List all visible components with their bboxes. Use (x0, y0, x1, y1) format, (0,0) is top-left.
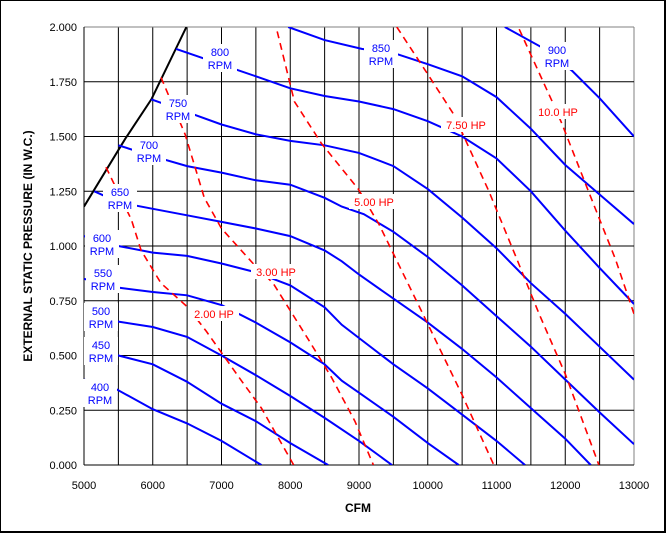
rpm-label-background (85, 230, 119, 258)
y-tick-label: 1.750 (49, 77, 77, 89)
rpm-label-unit: RPM (88, 395, 112, 407)
y-tick-label: 1.000 (49, 241, 77, 253)
rpm-label-background (364, 40, 398, 68)
rpm-label-value: 700 (140, 140, 158, 152)
rpm-label-background (84, 337, 118, 365)
x-tick-label: 8000 (278, 480, 302, 492)
rpm-curve-700 (118, 144, 634, 445)
rpm-label-background (103, 184, 137, 212)
hp-label-background (189, 306, 239, 321)
rpm-curve-900 (504, 27, 634, 138)
rpm-label-unit: RPM (89, 353, 113, 365)
hp-label: 3.00 HP (256, 267, 296, 279)
rpm-curve-500 (84, 317, 393, 465)
x-tick-label: 10000 (412, 480, 443, 492)
hp-label-background (533, 104, 583, 119)
hp-curve-5.00 (276, 31, 495, 465)
hp-label: 7.50 HP (446, 120, 486, 132)
y-tick-label: 0.250 (49, 405, 77, 417)
axis-ticks: 5000 6000 7000 8000 9000 10000 11000 12000 13000… (49, 22, 649, 492)
hp-label-background (251, 264, 301, 279)
x-tick-label: 6000 (141, 480, 165, 492)
rpm-label-unit: RPM (545, 58, 569, 70)
rpm-label-value: 900 (548, 45, 566, 57)
rpm-label-background (203, 44, 237, 72)
curves (84, 27, 634, 465)
rpm-label-unit: RPM (369, 56, 393, 68)
rpm-label-unit: RPM (208, 60, 232, 72)
x-tick-label: 11000 (482, 480, 512, 492)
rpm-label-value: 650 (111, 187, 129, 199)
x-tick-label: 13000 (619, 480, 650, 492)
rpm-curve-600 (84, 235, 526, 465)
rpm-label-background (86, 265, 120, 293)
rpm-label-value: 600 (93, 233, 111, 245)
y-tick-label: 0.750 (49, 296, 77, 308)
x-axis-title: CFM (345, 501, 371, 515)
hp-curve-2.00 (105, 166, 295, 465)
rpm-label-unit: RPM (137, 153, 161, 165)
rpm-label-background (540, 42, 574, 70)
x-tick-label: 7000 (209, 480, 233, 492)
rpm-label-unit: RPM (89, 319, 113, 331)
rpm-curve-550 (84, 277, 460, 465)
rpm-label-background (83, 379, 117, 407)
rpm-label-unit: RPM (166, 111, 190, 123)
hp-label: 5.00 HP (354, 197, 394, 209)
operating-limit-line (84, 27, 188, 208)
x-tick-label: 5000 (72, 480, 96, 492)
rpm-curve-850 (287, 27, 634, 225)
rpm-label-value: 800 (211, 47, 229, 59)
x-tick-label: 12000 (550, 480, 581, 492)
y-tick-label: 1.250 (49, 186, 77, 198)
rpm-label-background (161, 95, 195, 123)
hp-curve-10.0 (518, 28, 634, 315)
rpm-curve-750 (150, 98, 634, 381)
rpm-label-unit: RPM (90, 246, 114, 258)
rpm-label-value: 850 (372, 43, 390, 55)
hp-label: 10.0 HP (538, 107, 578, 119)
hp-curve-3.00 (160, 77, 375, 465)
hp-label-background (349, 194, 399, 209)
y-tick-label: 1.500 (49, 132, 77, 144)
rpm-label-unit: RPM (108, 200, 132, 212)
hp-label: 2.00 HP (194, 309, 234, 321)
y-tick-label: 2.000 (49, 22, 77, 34)
hp-label-background (441, 117, 491, 132)
gridlines (83, 26, 635, 466)
rpm-curve-650 (93, 190, 592, 465)
rpm-label-value: 450 (92, 340, 110, 352)
y-tick-label: 0.000 (49, 460, 77, 472)
x-tick-label: 9000 (347, 480, 371, 492)
curve-labels: 400RPM450RPM500RPM550RPM600RPM650RPM700R… (83, 40, 583, 407)
rpm-label-value: 400 (91, 382, 109, 394)
rpm-label-value: 500 (92, 306, 110, 318)
rpm-label-value: 750 (169, 98, 187, 110)
rpm-label-background (132, 137, 166, 165)
rpm-label-unit: RPM (91, 281, 115, 293)
rpm-curve-800 (175, 47, 634, 305)
rpm-label-background (84, 303, 118, 331)
rpm-label-value: 550 (94, 268, 112, 280)
hp-curve-7.50 (396, 27, 600, 465)
rpm-curve-450 (84, 347, 329, 465)
y-axis-title: EXTERNAL STATIC PRESSURE (IN W.C.) (21, 130, 35, 361)
y-tick-label: 0.500 (49, 351, 77, 363)
